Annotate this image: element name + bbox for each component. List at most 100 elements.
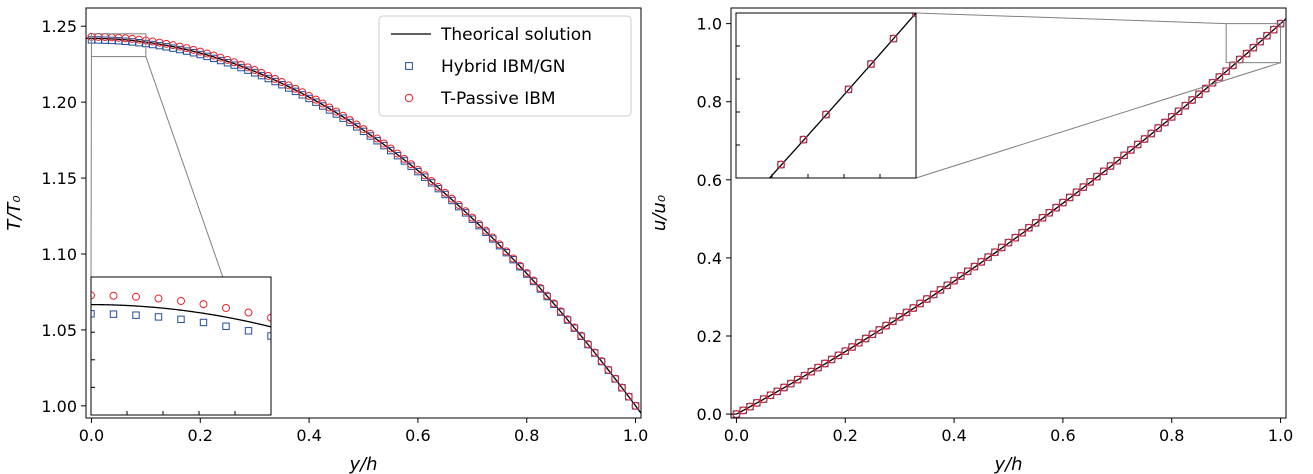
circle-marker bbox=[223, 55, 232, 64]
series-layer bbox=[731, 18, 1286, 418]
legend-entry: T-Passive IBM bbox=[404, 89, 556, 109]
x-tick-label: 1.0 bbox=[623, 426, 648, 445]
x-tick-label: 0.8 bbox=[1159, 426, 1184, 445]
circle-marker bbox=[1086, 177, 1095, 186]
circle-marker bbox=[244, 308, 253, 317]
circle-marker bbox=[1256, 37, 1265, 46]
circle-marker bbox=[250, 66, 259, 75]
circle-marker bbox=[230, 58, 239, 67]
square-marker bbox=[222, 322, 230, 330]
circle-marker bbox=[366, 129, 375, 138]
circle-marker bbox=[386, 144, 395, 153]
circle-marker bbox=[997, 243, 1006, 252]
circle-marker bbox=[922, 295, 931, 304]
circle-marker bbox=[199, 300, 208, 309]
circle-marker bbox=[889, 34, 898, 43]
circle-marker bbox=[434, 182, 443, 191]
circle-marker bbox=[807, 367, 816, 376]
inset-background bbox=[91, 277, 271, 415]
circle-marker bbox=[1045, 208, 1054, 217]
y-tick-label: 1.20 bbox=[41, 93, 77, 112]
circle-marker bbox=[522, 269, 531, 278]
circle-marker bbox=[1099, 167, 1108, 176]
plot-frame bbox=[730, 7, 1287, 419]
circle-marker bbox=[766, 391, 775, 400]
series-line-theorical bbox=[731, 18, 1286, 415]
circle-marker bbox=[339, 111, 348, 120]
square-marker bbox=[132, 311, 140, 319]
legend-circle-key bbox=[404, 93, 414, 103]
circle-marker bbox=[1079, 183, 1088, 192]
circle-marker bbox=[379, 139, 388, 148]
plot-frame bbox=[85, 7, 642, 419]
circle-marker bbox=[1038, 213, 1047, 222]
circle-marker bbox=[793, 375, 802, 384]
circle-marker bbox=[1092, 172, 1101, 181]
circle-marker bbox=[400, 154, 409, 163]
circle-marker bbox=[495, 240, 504, 249]
legend: Theorical solution Hybrid IBM/GN T-Passive… bbox=[378, 15, 632, 117]
circle-marker bbox=[267, 313, 271, 322]
square-marker bbox=[332, 110, 340, 118]
square-marker bbox=[154, 313, 163, 321]
circle-marker bbox=[1140, 135, 1149, 144]
circle-marker bbox=[984, 253, 993, 262]
y-axis-label: u/u₀ bbox=[649, 195, 670, 231]
circle-marker bbox=[963, 267, 972, 276]
y-tick-label: 0.8 bbox=[697, 93, 722, 112]
circle-marker bbox=[902, 308, 911, 317]
circle-marker bbox=[854, 338, 863, 347]
circle-marker bbox=[882, 321, 891, 330]
circle-marker bbox=[325, 103, 334, 112]
circle-marker bbox=[827, 355, 836, 364]
series-line-theorical bbox=[91, 303, 271, 328]
circle-marker bbox=[1262, 31, 1271, 40]
circle-marker bbox=[332, 107, 341, 116]
left-chart-panel: 0.0 0.2 0.4 0.6 0.8 1.0 1.00 1.05 1.10 1.15 1.20 1.… bbox=[4, 7, 648, 474]
x-tick-label: 0.6 bbox=[405, 426, 430, 445]
circle-marker bbox=[475, 220, 484, 229]
circle-marker bbox=[305, 91, 314, 100]
circle-marker bbox=[841, 347, 850, 356]
circle-marker bbox=[1004, 238, 1013, 247]
y-tick-label: 1.15 bbox=[41, 169, 77, 188]
y-tick-label: 0.2 bbox=[697, 327, 722, 346]
circle-marker bbox=[447, 194, 456, 203]
circle-marker bbox=[875, 325, 884, 334]
circle-marker bbox=[441, 188, 450, 197]
circle-marker bbox=[291, 84, 300, 93]
zoom-region bbox=[90, 33, 147, 58]
circle-marker bbox=[515, 261, 524, 270]
circle-marker bbox=[1154, 124, 1163, 133]
y-tick-label: 0.6 bbox=[697, 171, 722, 190]
inset-axes bbox=[735, 12, 917, 193]
circle-marker bbox=[631, 401, 640, 410]
circle-marker bbox=[237, 60, 246, 69]
circle-marker bbox=[556, 307, 565, 316]
y-tick-label: 1.0 bbox=[697, 15, 722, 34]
circle-marker bbox=[1181, 101, 1190, 110]
circle-marker bbox=[755, 186, 762, 193]
circle-marker bbox=[132, 292, 140, 301]
circle-marker bbox=[777, 160, 785, 169]
circle-marker bbox=[800, 371, 809, 380]
x-axis-label: y/h bbox=[993, 454, 1022, 474]
y-tick-label: 1.05 bbox=[41, 321, 77, 340]
y-axis-label: T/T₀ bbox=[4, 195, 25, 230]
circle-marker bbox=[1194, 90, 1203, 99]
circle-marker bbox=[529, 276, 538, 285]
circle-marker bbox=[1167, 112, 1176, 121]
circle-marker bbox=[563, 315, 572, 324]
circle-marker bbox=[298, 88, 307, 97]
circle-marker bbox=[359, 125, 368, 134]
circle-marker bbox=[1201, 84, 1210, 93]
circle-marker bbox=[820, 359, 829, 368]
square-marker bbox=[244, 327, 253, 335]
circle-marker bbox=[759, 395, 768, 404]
circle-marker bbox=[1228, 61, 1237, 70]
circle-marker bbox=[345, 116, 354, 125]
square-marker bbox=[199, 318, 208, 327]
circle-marker bbox=[481, 226, 490, 235]
circle-marker bbox=[943, 281, 952, 290]
